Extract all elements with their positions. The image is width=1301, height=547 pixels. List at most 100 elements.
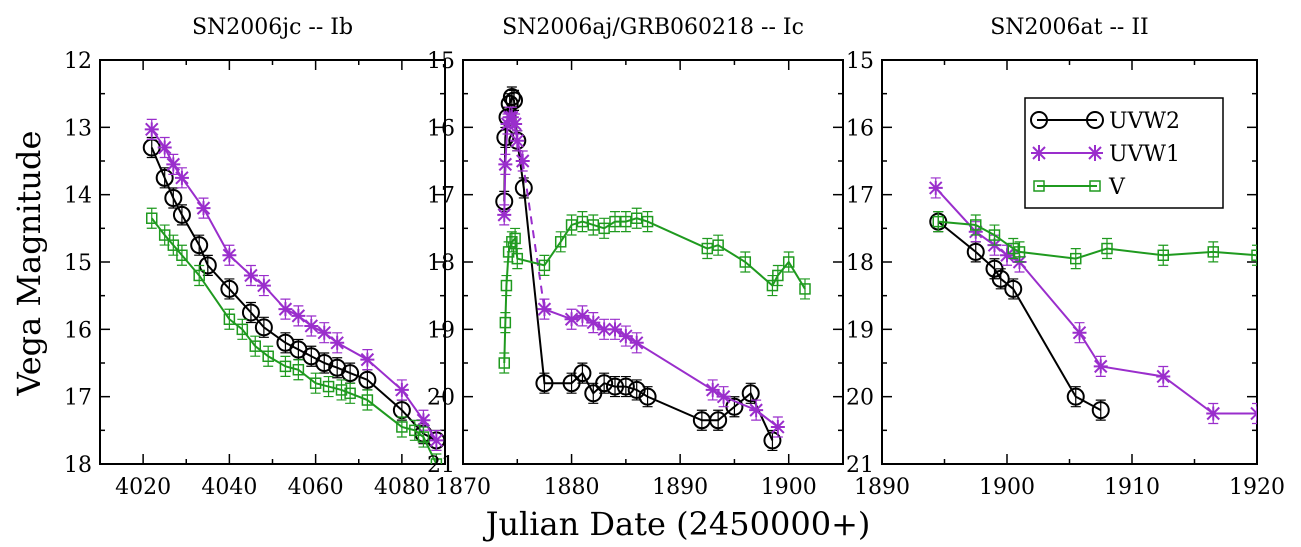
- y-tick-label: 21: [846, 453, 874, 478]
- x-tick-label: 1900: [979, 475, 1035, 500]
- x-tick-label: 4040: [201, 475, 257, 500]
- legend-label: V: [1108, 175, 1126, 200]
- data-point-errorbar: [577, 305, 588, 327]
- panel-title: SN2006jc -- Ib: [192, 15, 353, 40]
- data-point-errorbar: [500, 312, 511, 334]
- data-point-errorbar: [970, 214, 981, 236]
- data-point-errorbar: [159, 136, 170, 159]
- data-point-errorbar: [323, 375, 334, 398]
- y-tick-label: 18: [64, 453, 92, 478]
- data-point-errorbar: [772, 416, 783, 438]
- data-point-errorbar: [176, 244, 187, 266]
- y-tick-label: 15: [427, 49, 455, 74]
- data-point-errorbar: [431, 429, 442, 452]
- data-point-errorbar: [539, 372, 550, 394]
- data-point-errorbar: [293, 305, 304, 327]
- data-point-errorbar: [599, 217, 610, 239]
- data-point-errorbar: [610, 318, 620, 340]
- data-point-errorbar: [610, 375, 620, 398]
- legend: UVW2 UVW1 V: [1024, 97, 1224, 209]
- data-point-errorbar: [332, 332, 343, 354]
- data-point-errorbar: [631, 332, 642, 354]
- data-point-errorbar: [577, 362, 588, 384]
- data-point-errorbar: [332, 357, 343, 379]
- data-point-errorbar: [696, 409, 707, 431]
- data-point-errorbar: [396, 416, 407, 438]
- data-point-errorbar: [517, 150, 528, 172]
- series-v: [146, 207, 443, 464]
- data-point-errorbar: [1252, 244, 1257, 266]
- data-point-errorbar: [362, 349, 373, 371]
- data-point-errorbar: [1008, 278, 1019, 300]
- data-point-errorbar: [740, 251, 751, 273]
- series-line: [503, 217, 806, 364]
- data-point-errorbar: [1014, 241, 1025, 263]
- legend-marker: [1086, 111, 1104, 129]
- series-v: [498, 207, 811, 374]
- data-point-errorbar: [588, 312, 599, 334]
- data-point-errorbar: [772, 264, 783, 287]
- data-point-errorbar: [566, 214, 577, 236]
- y-tick-label: 15: [64, 251, 92, 276]
- data-point-errorbar: [599, 372, 610, 394]
- data-point-errorbar: [499, 352, 510, 374]
- legend-marker: [1033, 180, 1045, 192]
- data-point-errorbar: [310, 372, 321, 394]
- data-point-errorbar: [224, 308, 235, 330]
- data-point-errorbar: [499, 204, 510, 226]
- y-tick-label: 19: [427, 318, 455, 343]
- data-point-errorbar: [245, 264, 256, 287]
- legend-entry-v: V: [1033, 175, 1126, 200]
- data-point-errorbar: [194, 234, 205, 256]
- data-point-errorbar: [258, 274, 269, 297]
- x-tick-label: 1890: [652, 475, 708, 500]
- data-point-errorbar: [702, 237, 713, 260]
- data-point-errorbar: [280, 332, 291, 354]
- y-tick-label: 16: [427, 116, 455, 141]
- data-point-errorbar: [707, 379, 718, 401]
- data-point-errorbar: [1158, 365, 1169, 388]
- data-point-errorbar: [1158, 244, 1169, 266]
- data-point-errorbar: [224, 244, 235, 266]
- y-tick-label: 19: [846, 318, 874, 343]
- x-tick-label: 1890: [854, 475, 910, 500]
- series-uvw1: [497, 106, 785, 438]
- y-axis-label: Vega Magnitude: [10, 131, 48, 397]
- x-tick-label: 4080: [374, 475, 430, 500]
- y-tick-label: 17: [846, 184, 874, 209]
- data-point-errorbar: [577, 211, 588, 233]
- data-point-errorbar: [194, 264, 205, 287]
- data-point-errorbar: [642, 211, 653, 233]
- data-point-errorbar: [245, 301, 256, 324]
- data-point-errorbar: [319, 352, 330, 374]
- data-point-errorbar: [237, 318, 248, 340]
- data-point-errorbar: [1008, 237, 1019, 260]
- data-point-errorbar: [1070, 386, 1081, 408]
- data-point-errorbar: [176, 204, 187, 226]
- data-point-errorbar: [610, 211, 620, 233]
- data-point-errorbar: [501, 274, 512, 297]
- data-point-errorbar: [1208, 402, 1219, 425]
- data-point-errorbar: [263, 345, 274, 367]
- x-tick-label: 4060: [288, 475, 344, 500]
- panels: SN2006jc -- Ib 4020 4040 4060 4080 12 13 14 15 16…: [64, 15, 1285, 500]
- data-point-errorbar: [336, 379, 347, 401]
- y-tick-label: 13: [64, 116, 92, 141]
- x-tick-label: 1870: [435, 475, 491, 500]
- data-point-errorbar: [930, 177, 941, 199]
- y-tick-label: 14: [64, 184, 92, 209]
- y-tick-label: 20: [846, 386, 874, 411]
- data-point-errorbar: [1095, 399, 1106, 421]
- x-tick-label: 1910: [1104, 475, 1160, 500]
- data-point-errorbar: [1208, 241, 1219, 263]
- series-line: [935, 187, 1257, 415]
- data-point-errorbar: [306, 315, 317, 337]
- data-point-errorbar: [258, 316, 269, 338]
- data-point-errorbar: [1070, 248, 1081, 270]
- data-point-errorbar: [713, 234, 724, 256]
- x-tick-label: 1900: [761, 475, 817, 500]
- data-point-errorbar: [1102, 237, 1112, 260]
- data-point-errorbar: [146, 118, 157, 140]
